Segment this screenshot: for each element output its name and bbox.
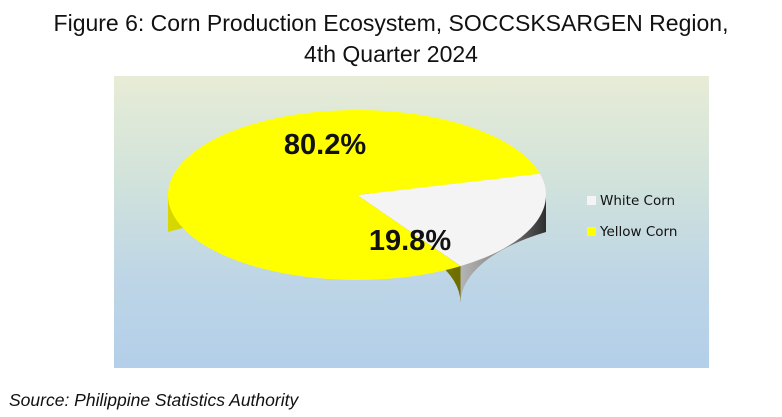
pie-chart: 19.8% 80.2% White Corn Yellow Corn (167, 110, 677, 304)
source-note: Source: Philippine Statistics Authority (9, 390, 299, 410)
pie-slice-yellow-corn (167, 110, 540, 280)
chart-title: Figure 6: Corn Production Ecosystem, SOC… (0, 8, 782, 70)
legend-swatch-white-corn (587, 196, 596, 205)
legend: White Corn Yellow Corn (587, 193, 677, 240)
legend-label-yellow-corn: Yellow Corn (599, 224, 677, 240)
data-label-white-corn: 19.8% (369, 225, 451, 257)
legend-swatch-yellow-corn (587, 227, 596, 236)
pie-labels: 19.8% 80.2% (284, 129, 451, 257)
pie-slice-white-corn (357, 173, 546, 267)
chart-title-line-2: 4th Quarter 2024 (304, 41, 478, 67)
pie-tops (167, 110, 546, 280)
plot-area: 19.8% 80.2% White Corn Yellow Corn (114, 76, 709, 368)
data-label-yellow-corn: 80.2% (284, 129, 366, 161)
chart-title-line-1: Figure 6: Corn Production Ecosystem, SOC… (53, 10, 729, 36)
legend-label-white-corn: White Corn (600, 193, 675, 209)
